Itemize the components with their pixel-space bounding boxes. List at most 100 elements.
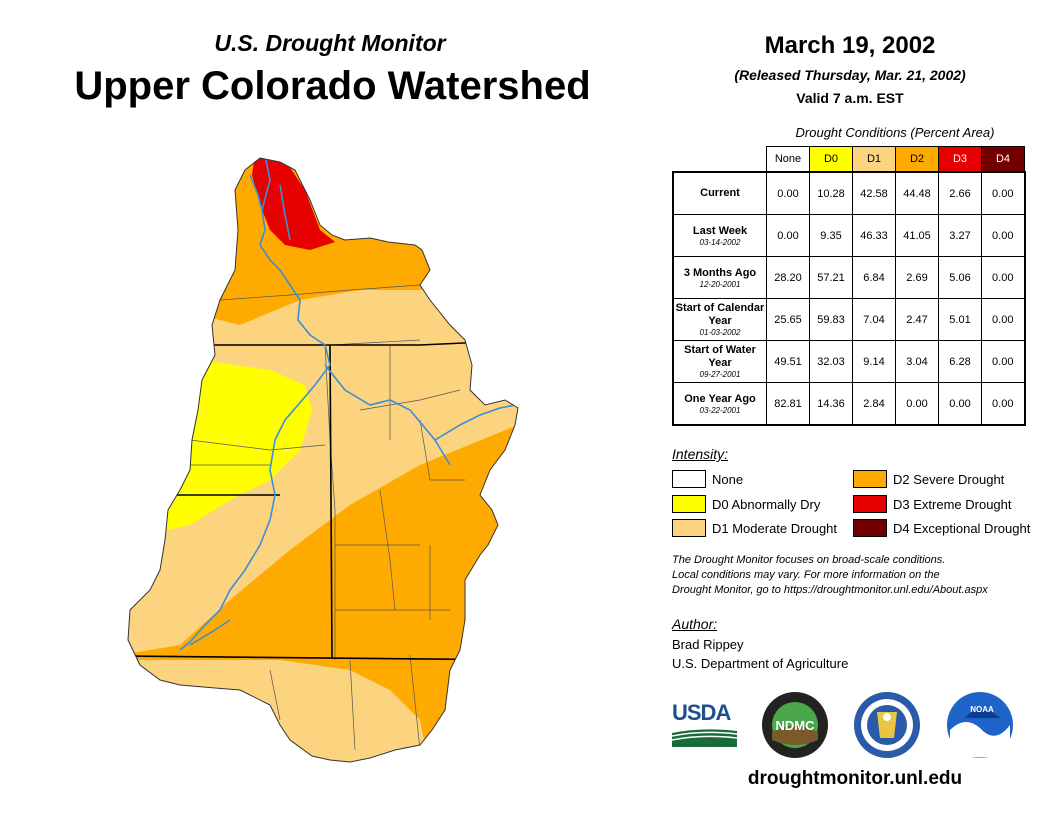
- table-cell: 0.00: [895, 382, 939, 426]
- website-link[interactable]: droughtmonitor.unl.edu: [747, 768, 963, 789]
- map-date: March 19, 2002: [764, 32, 936, 59]
- author-title: Author:: [672, 616, 718, 632]
- col-d0: D0: [809, 146, 853, 173]
- legend-label: D1 Moderate Drought: [712, 520, 838, 536]
- noaa-logo-text: NOAA: [970, 705, 994, 714]
- table-row: Last Week 03-14-2002 0.00 9.35 46.33 41.05 3.2…: [672, 214, 1025, 257]
- table-cell: 28.20: [766, 256, 810, 299]
- table-cell: 0.00: [981, 382, 1025, 426]
- legend-swatch: [672, 495, 706, 513]
- row-date: 03-14-2002: [699, 237, 741, 247]
- table-cell: 2.47: [895, 298, 939, 341]
- table-row: Current 0.00 10.28 42.58 44.48 2.66 0.00: [672, 171, 1025, 215]
- table-cell: 0.00: [981, 256, 1025, 299]
- table-cell: 82.81: [766, 382, 810, 426]
- col-d4: D4: [981, 146, 1025, 173]
- legend-swatch: [672, 470, 706, 488]
- table-cell: 5.01: [938, 298, 982, 341]
- drought-table: None D0 D1 D2 D3 D4 Current 0.00 10.28 42.5…: [672, 146, 1026, 426]
- row-label-text: Current: [700, 187, 740, 199]
- legend-swatch: [853, 519, 887, 537]
- map-subtitle: U.S. Drought Monitor: [214, 30, 446, 56]
- table-cell: 14.36: [809, 382, 853, 426]
- table-row: 3 Months Ago 12-20-2001 28.20 57.21 6.84 2.69…: [672, 256, 1025, 299]
- basin-outline: [127, 157, 519, 763]
- table-cell: 46.33: [852, 214, 896, 257]
- usda-logo-text: USDA: [672, 700, 731, 725]
- commerce-logo[interactable]: [852, 690, 922, 760]
- table-cell: 0.00: [981, 214, 1025, 257]
- drought-map: [127, 157, 519, 763]
- colorado-river: [179, 158, 516, 651]
- row-label-text: One Year Ago: [684, 392, 756, 405]
- table-cell: 9.14: [852, 340, 896, 383]
- table-cell: 49.51: [766, 340, 810, 383]
- table-cell: 25.65: [766, 298, 810, 341]
- table-cell: 44.48: [895, 171, 939, 215]
- legend-label: D4 Exceptional Drought: [893, 520, 1031, 536]
- table-cell: 3.04: [895, 340, 939, 383]
- table-header-row: None D0 D1 D2 D3 D4: [673, 146, 1025, 173]
- table-cell: 10.28: [809, 171, 853, 215]
- map-title: Upper Colorado Watershed: [74, 64, 591, 108]
- release-date: (Released Thursday, Mar. 21, 2002): [734, 67, 966, 83]
- d3-region: [252, 158, 335, 250]
- row-date: 09-27-2001: [699, 370, 741, 379]
- usda-logo[interactable]: USDA: [672, 700, 737, 748]
- table-row: Start of Water Year 09-27-2001 49.51 32.03 9…: [672, 340, 1025, 383]
- row-label: 3 Months Ago 12-20-2001: [672, 256, 767, 299]
- row-label-text: Start of Water Year: [684, 344, 756, 369]
- table-title: Drought Conditions (Percent Area): [795, 125, 995, 140]
- legend-swatch: [853, 470, 887, 488]
- table-cell: 6.84: [852, 256, 896, 299]
- legend-swatch: [672, 519, 706, 537]
- ndmc-logo-text: NDMC: [776, 718, 816, 733]
- legend-title: Intensity:: [672, 446, 729, 462]
- author-name: Brad Rippey: [672, 637, 744, 652]
- table-cell: 41.05: [895, 214, 939, 257]
- legend-label: D3 Extreme Drought: [893, 496, 1012, 512]
- table-cell: 9.35: [809, 214, 853, 257]
- noaa-logo[interactable]: NOAA: [945, 690, 1015, 760]
- table-cell: 0.00: [981, 171, 1025, 215]
- legend-item-d1: D1 Moderate Drought: [672, 519, 837, 537]
- usda-logo-stripes: [672, 729, 737, 747]
- legend-swatch: [853, 495, 887, 513]
- col-d3: D3: [938, 146, 982, 173]
- table-row: One Year Ago 03-22-2001 82.81 14.36 2.84 0.00…: [672, 382, 1025, 426]
- table-cell: 2.84: [852, 382, 896, 426]
- table-cell: 2.69: [895, 256, 939, 299]
- col-d1: D1: [852, 146, 896, 173]
- ndmc-logo[interactable]: NDMC: [760, 690, 830, 760]
- table-row: Start of Calendar Year 01-03-2002 25.65 59.…: [672, 298, 1025, 341]
- table-cell: 0.00: [981, 340, 1025, 383]
- row-label-text: Last Week: [692, 224, 748, 237]
- row-date: 01-03-2002: [699, 328, 741, 337]
- legend-item-d0: D0 Abnormally Dry: [672, 495, 820, 513]
- legend-label: D0 Abnormally Dry: [712, 496, 821, 512]
- table-cell: 5.06: [938, 256, 982, 299]
- row-label: Last Week 03-14-2002: [672, 214, 767, 257]
- table-cell: 7.04: [852, 298, 896, 341]
- row-label: Start of Calendar Year 01-03-2002: [672, 298, 767, 341]
- row-label-text: 3 Months Ago: [683, 266, 757, 279]
- table-corner: [673, 146, 767, 172]
- legend-item-none: None: [672, 470, 743, 488]
- table-cell: 0.00: [981, 298, 1025, 341]
- table-cell: 57.21: [809, 256, 853, 299]
- table-cell: 3.27: [938, 214, 982, 257]
- row-date: 03-22-2001: [699, 405, 741, 415]
- row-label: Current: [672, 171, 767, 215]
- row-label-text: Start of Calendar Year: [675, 302, 765, 327]
- legend-label: None: [712, 471, 744, 487]
- col-d2: D2: [895, 146, 939, 173]
- table-cell: 32.03: [809, 340, 853, 383]
- table-cell: 6.28: [938, 340, 982, 383]
- table-cell: 0.00: [766, 214, 810, 257]
- disclaimer-note: The Drought Monitor focuses on broad-sca…: [672, 553, 1042, 598]
- table-cell: 42.58: [852, 171, 896, 215]
- table-cell: 2.66: [938, 171, 982, 215]
- valid-time: Valid 7 a.m. EST: [796, 90, 904, 106]
- table-cell: 59.83: [809, 298, 853, 341]
- legend-item-d2: D2 Severe Drought: [853, 470, 1004, 488]
